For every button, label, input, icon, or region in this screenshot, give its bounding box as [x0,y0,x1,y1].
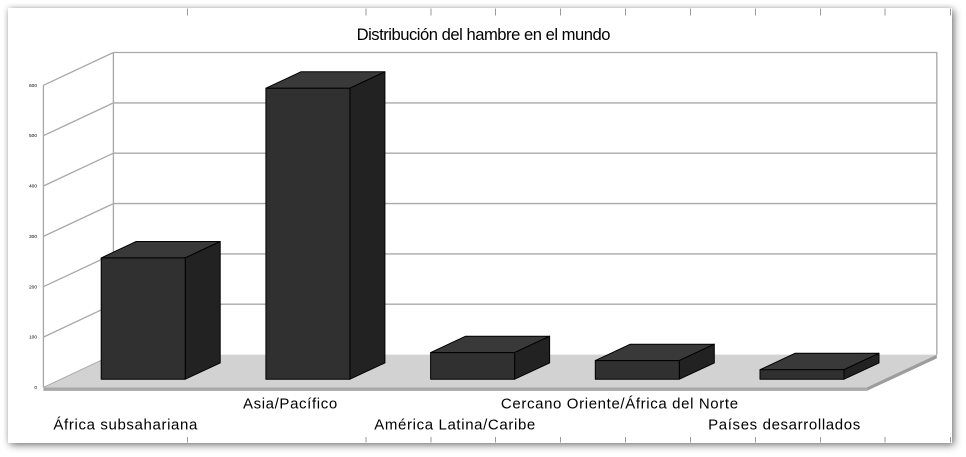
svg-text:Distribución del hambre en el: Distribución del hambre en el mundo [357,25,611,44]
svg-text:300: 300 [29,234,37,240]
svg-text:100: 100 [29,335,37,341]
svg-text:África subsahariana: África subsahariana [53,416,198,433]
svg-text:200: 200 [29,284,37,290]
svg-text:Países desarrollados: Países desarrollados [708,416,861,433]
svg-text:Asia/Pacífico: Asia/Pacífico [243,396,338,413]
svg-text:500: 500 [29,133,37,139]
svg-text:América Latina/Caribe: América Latina/Caribe [374,416,536,433]
svg-text:0: 0 [34,385,37,391]
svg-text:600: 600 [29,83,37,89]
svg-text:Cercano Oriente/África del Nor: Cercano Oriente/África del Norte [501,396,739,413]
svg-text:400: 400 [29,184,37,190]
